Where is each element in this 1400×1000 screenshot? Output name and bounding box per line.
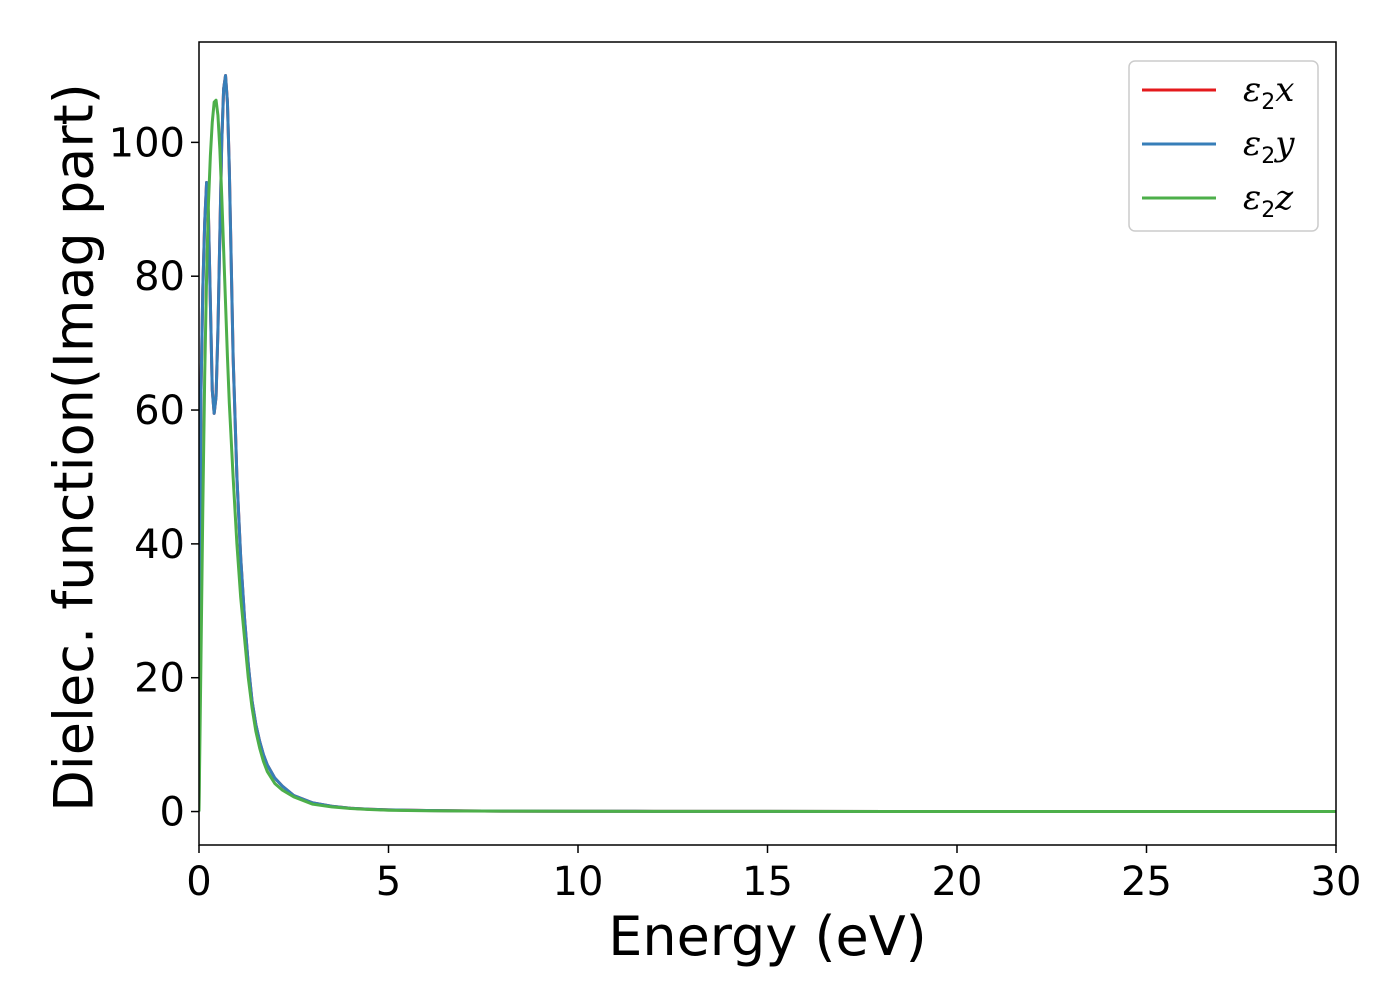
legend-label-z: ε2z [1243,178,1294,223]
y-axis-label: Dielec. function(Imag part) [43,83,106,812]
legend: ε2x ε2y ε2z [1128,60,1319,232]
x-tick-label: 30 [1311,859,1362,905]
plot-area [199,73,1336,813]
y-tick-label: 100 [109,120,185,166]
x-tick-label: 5 [376,859,401,905]
x-axis-label: Energy (eV) [608,905,927,968]
ticks: 0 5 10 15 20 25 30 0 20 40 60 80 100 [109,120,1362,905]
x-tick-label: 0 [186,859,211,905]
x-tick-label: 20 [932,859,983,905]
x-tick-label: 10 [553,859,604,905]
y-tick-label: 40 [134,522,185,568]
legend-label-x: ε2x [1243,70,1294,115]
legend-label-y: ε2y [1243,124,1295,169]
y-tick-label: 80 [134,254,185,300]
y-tick-label: 0 [160,790,185,836]
series-line-z [199,98,1336,813]
legend-box [1128,60,1319,232]
x-tick-label: 25 [1121,859,1172,905]
y-tick-label: 60 [134,388,185,434]
y-tick-label: 20 [134,656,185,702]
x-tick-label: 15 [742,859,793,905]
